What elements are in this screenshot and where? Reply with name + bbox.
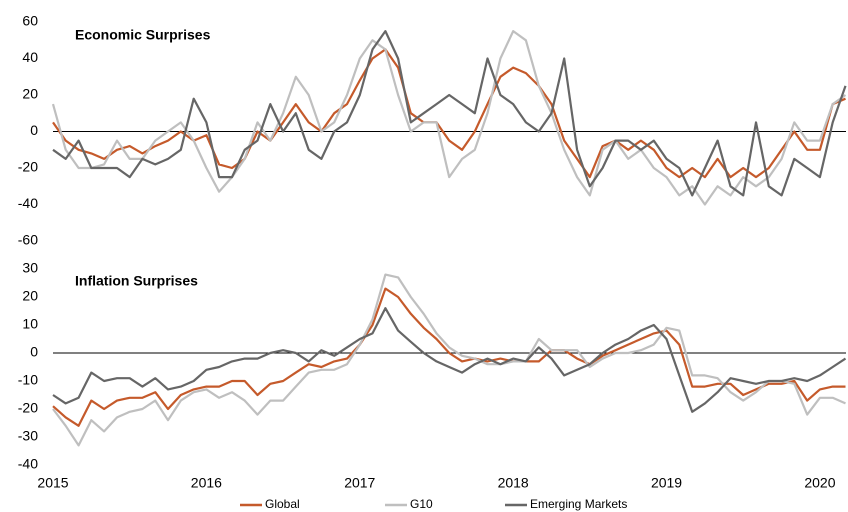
y-tick-label: 0 — [30, 344, 38, 360]
y-tick-label: 60 — [22, 13, 38, 29]
y-tick-label: -20 — [18, 159, 38, 175]
y-tick-label: -20 — [18, 400, 38, 416]
y-tick-label: -40 — [18, 456, 38, 472]
y-tick-label: -40 — [18, 195, 38, 211]
chart-title: Economic Surprises — [75, 27, 211, 43]
y-tick-label: -30 — [18, 428, 38, 444]
chart-title: Inflation Surprises — [75, 273, 198, 289]
x-tick-label: 2018 — [498, 475, 529, 491]
y-tick-label: -10 — [18, 372, 38, 388]
y-tick-label: 0 — [30, 122, 38, 138]
y-tick-label: 20 — [22, 86, 38, 102]
series-line — [52, 48, 846, 179]
x-tick-label: 2015 — [37, 475, 68, 491]
y-tick-label: 40 — [22, 49, 38, 65]
y-tick-label: -60 — [18, 232, 38, 248]
series-line — [52, 287, 846, 427]
series-line — [52, 273, 846, 447]
x-tick-label: 2017 — [344, 475, 375, 491]
series-line — [51, 30, 847, 206]
legend-label: Emerging Markets — [530, 497, 627, 511]
y-tick-label: 30 — [22, 260, 38, 276]
y-tick-label: 10 — [22, 316, 38, 332]
series-line — [52, 307, 847, 413]
x-tick-label: 2016 — [191, 475, 222, 491]
legend-label: G10 — [410, 497, 433, 511]
x-tick-label: 2020 — [804, 475, 835, 491]
y-tick-label: 20 — [22, 288, 38, 304]
series-line — [52, 30, 847, 197]
legend-label: Global — [265, 497, 300, 511]
x-tick-label: 2019 — [651, 475, 682, 491]
